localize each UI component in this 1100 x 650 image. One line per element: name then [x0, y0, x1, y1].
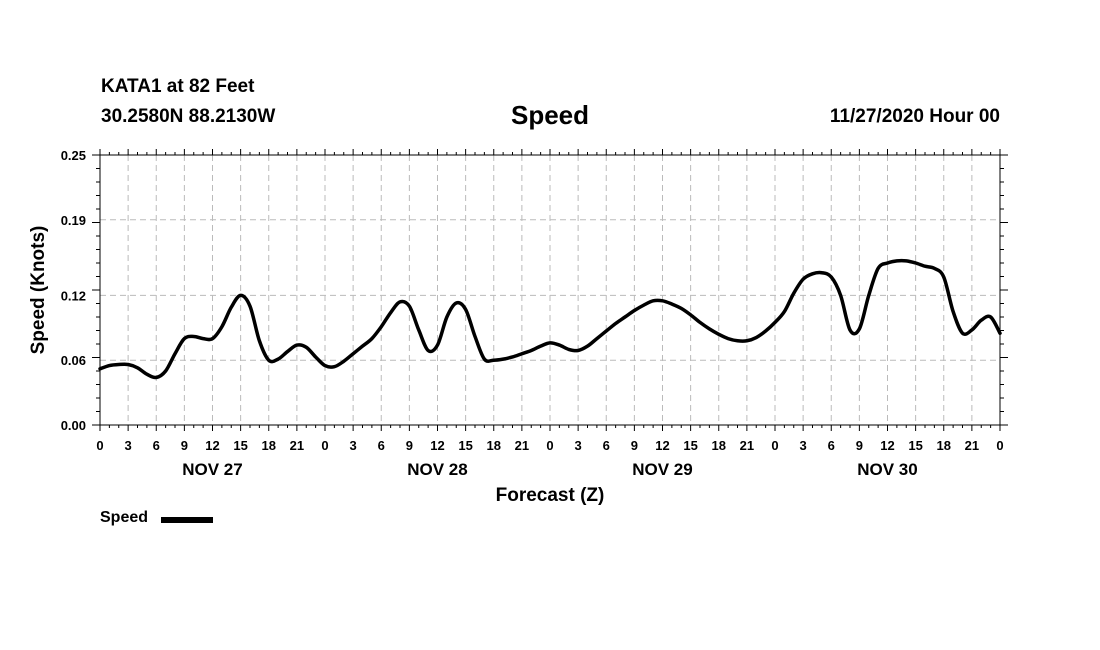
x-tick-label: 3	[125, 438, 132, 453]
legend-label: Speed	[100, 509, 149, 526]
x-tick-label: 6	[153, 438, 160, 453]
x-tick-label: 15	[908, 438, 922, 453]
y-axis-title: Speed (Knots)	[28, 226, 49, 355]
day-label: NOV 30	[857, 460, 917, 479]
x-tick-label: 12	[430, 438, 444, 453]
y-tick-label: 0.00	[61, 418, 86, 433]
y-tick-label: 0.06	[61, 353, 86, 368]
x-tick-label: 6	[828, 438, 835, 453]
x-tick-label: 15	[683, 438, 697, 453]
x-tick-label: 0	[96, 438, 103, 453]
day-label: NOV 27	[182, 460, 242, 479]
forecast-datetime: 11/27/2020 Hour 00	[829, 106, 1000, 127]
x-tick-label: 18	[487, 438, 501, 453]
x-tick-label: 3	[350, 438, 357, 453]
x-tick-label: 12	[205, 438, 219, 453]
x-tick-label: 21	[515, 438, 529, 453]
x-tick-label: 15	[233, 438, 247, 453]
y-tick-label: 0.12	[61, 288, 86, 303]
day-label: NOV 29	[632, 460, 692, 479]
y-tick-label: 0.19	[61, 213, 86, 228]
day-label: NOV 28	[407, 460, 467, 479]
x-tick-label: 12	[655, 438, 669, 453]
x-tick-label: 12	[880, 438, 894, 453]
x-tick-label: 9	[856, 438, 863, 453]
x-tick-label: 15	[458, 438, 472, 453]
x-tick-label: 9	[406, 438, 413, 453]
x-tick-label: 0	[546, 438, 553, 453]
x-tick-label: 0	[771, 438, 778, 453]
chart-title: Speed	[510, 100, 590, 130]
x-tick-label: 3	[800, 438, 807, 453]
x-tick-label: 3	[575, 438, 582, 453]
x-tick-label: 18	[937, 438, 951, 453]
x-tick-label: 21	[290, 438, 304, 453]
x-tick-label: 9	[631, 438, 638, 453]
y-tick-label: 0.25	[61, 148, 86, 163]
x-tick-label: 6	[603, 438, 610, 453]
x-tick-label: 18	[712, 438, 726, 453]
plot-frame	[99, 154, 1001, 426]
speed-series-line	[98, 258, 1002, 380]
x-axis-title: Forecast (Z)	[496, 485, 605, 506]
x-tick-label: 21	[965, 438, 979, 453]
legend-swatch	[161, 517, 213, 523]
x-tick-label: 18	[262, 438, 276, 453]
coordinates-label: 30.2580N 88.2130W	[101, 106, 276, 127]
x-tick-label: 21	[740, 438, 754, 453]
x-tick-label: 6	[378, 438, 385, 453]
x-tick-label: 0	[996, 438, 1003, 453]
station-label: KATA1 at 82 Feet	[101, 76, 255, 97]
x-tick-label: 0	[321, 438, 328, 453]
x-tick-label: 9	[181, 438, 188, 453]
